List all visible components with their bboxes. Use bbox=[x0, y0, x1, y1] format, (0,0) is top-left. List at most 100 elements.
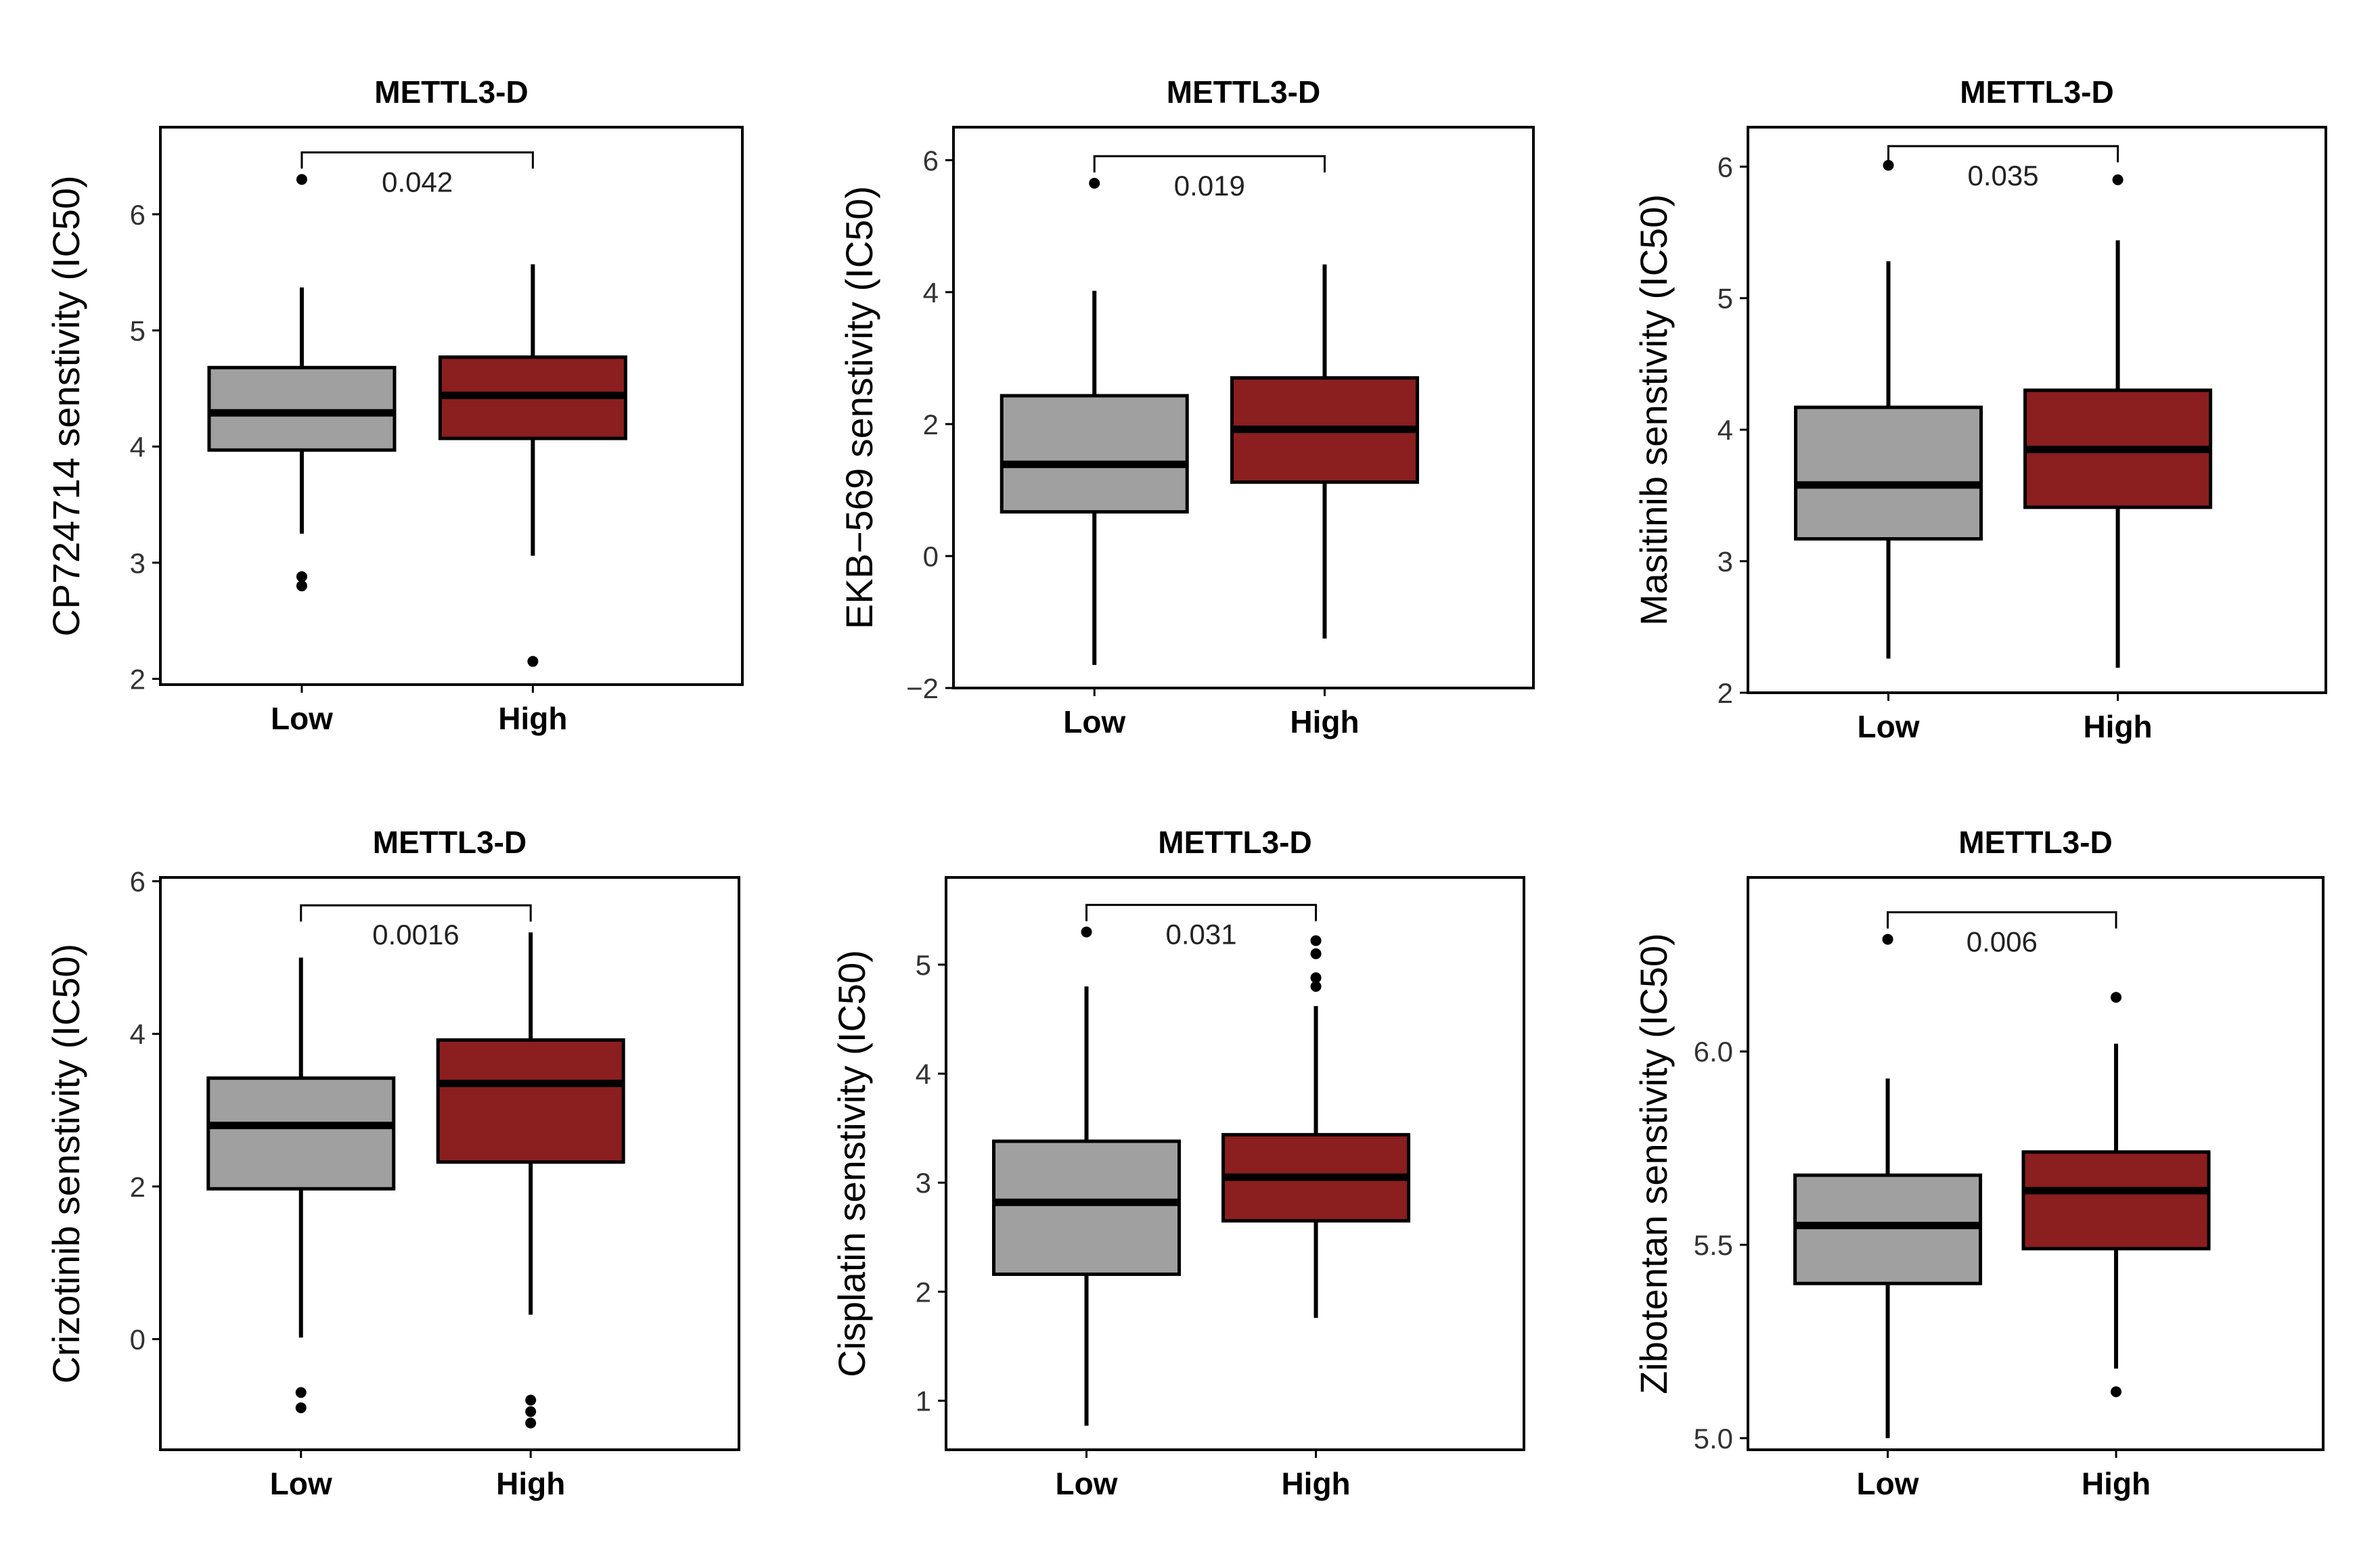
y-tick-label: −2 bbox=[906, 672, 939, 704]
box-high bbox=[436, 932, 625, 1429]
significance-bracket bbox=[1887, 145, 2119, 162]
panel-4: METTL3-D Crizotinib senstivity (IC50) 0 2 4 6… bbox=[45, 825, 740, 1501]
y-tick-label: 4 bbox=[130, 431, 145, 463]
panel-title: METTL3-D bbox=[1167, 74, 1320, 110]
outlier-point bbox=[1310, 948, 1322, 959]
y-axis-label: Cisplatin senstivity (IC50) bbox=[830, 950, 873, 1377]
box-high bbox=[438, 264, 627, 667]
x-tick-label: Low bbox=[1858, 709, 1920, 744]
p-value-label: 0.031 bbox=[1165, 919, 1236, 950]
x-tick-label: High bbox=[498, 701, 567, 736]
p-value-label: 0.019 bbox=[1174, 170, 1245, 202]
y-axis-label: EKB−569 senstivity (IC50) bbox=[838, 186, 880, 629]
y-tick-label: 2 bbox=[130, 1171, 145, 1203]
panel-title: METTL3-D bbox=[374, 74, 528, 110]
y-tick-label: 2 bbox=[1717, 677, 1733, 709]
y-tick-label: 2 bbox=[130, 663, 145, 695]
box-low bbox=[1793, 934, 1983, 1438]
outlier-point bbox=[296, 174, 307, 185]
iqr-box bbox=[207, 365, 397, 452]
box-low bbox=[992, 926, 1182, 1426]
y-tick-label: 4 bbox=[916, 1058, 931, 1090]
panel-title: METTL3-D bbox=[1960, 74, 2113, 110]
plot-frame bbox=[952, 126, 1535, 689]
y-tick-label: 2 bbox=[916, 1276, 931, 1308]
panel-2: METTL3-D EKB−569 senstivity (IC50) −2 0 2 4 6 L… bbox=[838, 74, 1535, 739]
x-tick-label: Low bbox=[1857, 1466, 1919, 1501]
y-tick-label: 5 bbox=[1717, 283, 1733, 315]
x-tick-label: Low bbox=[271, 701, 333, 736]
p-value-label: 0.0016 bbox=[372, 919, 459, 950]
outlier-point bbox=[525, 1406, 537, 1417]
plot-frame bbox=[1747, 126, 2327, 694]
box-high bbox=[2023, 174, 2213, 668]
iqr-box bbox=[2021, 1150, 2211, 1251]
y-tick-label: 5.0 bbox=[1694, 1423, 1733, 1454]
box-low bbox=[206, 957, 396, 1413]
y-tick-label: 0 bbox=[130, 1323, 145, 1355]
panel-title: METTL3-D bbox=[373, 825, 526, 860]
y-tick-label: 2 bbox=[923, 409, 939, 440]
panel-title: METTL3-D bbox=[1958, 825, 2112, 860]
box-low bbox=[207, 174, 397, 592]
iqr-box bbox=[1000, 394, 1189, 514]
significance-bracket bbox=[1093, 155, 1326, 173]
outlier-point bbox=[1310, 972, 1322, 984]
x-tick-label: Low bbox=[270, 1466, 332, 1501]
y-axis-label: Zibotentan senstivity (IC50) bbox=[1632, 933, 1675, 1394]
y-axis-label: Masitinib senstivity (IC50) bbox=[1632, 194, 1675, 626]
x-tick-label: High bbox=[2083, 709, 2152, 744]
significance-bracket bbox=[300, 151, 534, 169]
iqr-box bbox=[1794, 405, 1983, 541]
y-tick-label: 3 bbox=[1717, 546, 1733, 578]
outlier-point bbox=[2112, 174, 2124, 185]
iqr-box bbox=[436, 1038, 625, 1164]
box-high bbox=[1230, 264, 1419, 639]
y-tick-label: 6 bbox=[1717, 151, 1733, 183]
y-tick-label: 6 bbox=[923, 145, 939, 177]
box-high bbox=[2021, 992, 2211, 1398]
y-tick-label: 4 bbox=[130, 1018, 145, 1050]
x-tick-label: Low bbox=[1063, 704, 1125, 739]
outlier-point bbox=[527, 656, 539, 667]
significance-bracket bbox=[1887, 911, 2117, 929]
iqr-box bbox=[206, 1076, 396, 1191]
y-tick-label: 6 bbox=[130, 866, 145, 898]
y-tick-label: 0 bbox=[923, 541, 939, 572]
x-tick-label: High bbox=[1290, 704, 1359, 739]
y-tick-label: 5.5 bbox=[1694, 1229, 1733, 1261]
x-tick-label: High bbox=[496, 1466, 565, 1501]
p-value-label: 0.006 bbox=[1967, 925, 2038, 957]
panel-3: METTL3-D Masitinib senstivity (IC50) 2 3 4 5 6… bbox=[1632, 74, 2327, 744]
significance-bracket bbox=[300, 904, 532, 922]
outlier-point bbox=[525, 1417, 537, 1429]
x-tick-label: High bbox=[1281, 1466, 1350, 1501]
outlier-point bbox=[1089, 177, 1100, 189]
plot-frame bbox=[159, 126, 744, 686]
outlier-point bbox=[1081, 926, 1092, 938]
iqr-box bbox=[1793, 1173, 1983, 1285]
outlier-point bbox=[295, 1387, 307, 1398]
panel-6: METTL3-D Zibotentan senstivity (IC50) 5.0 5… bbox=[1632, 825, 2325, 1501]
outlier-point bbox=[525, 1394, 537, 1406]
outlier-point bbox=[1883, 160, 1894, 171]
box-low bbox=[1000, 177, 1189, 665]
y-tick-label: 6 bbox=[130, 199, 145, 231]
x-tick-label: Low bbox=[1056, 1466, 1118, 1501]
y-tick-label: 5 bbox=[130, 315, 145, 346]
iqr-box bbox=[992, 1139, 1182, 1277]
plot-frame bbox=[945, 876, 1525, 1451]
outlier-point bbox=[296, 571, 307, 582]
panel-title: METTL3-D bbox=[1158, 825, 1311, 860]
box-low bbox=[1794, 160, 1983, 659]
panel-1: METTL3-D CP724714 senstivity (IC50) 2 3 4 5 6 L… bbox=[45, 74, 744, 736]
p-value-label: 0.042 bbox=[382, 166, 453, 198]
y-tick-label: 4 bbox=[1717, 414, 1733, 446]
p-value-label: 0.035 bbox=[1967, 160, 2038, 191]
outlier-point bbox=[2111, 1386, 2121, 1398]
y-tick-label: 3 bbox=[130, 547, 145, 579]
outlier-point bbox=[1882, 934, 1893, 945]
box-high bbox=[1221, 935, 1411, 1319]
plot-frame bbox=[159, 876, 740, 1451]
